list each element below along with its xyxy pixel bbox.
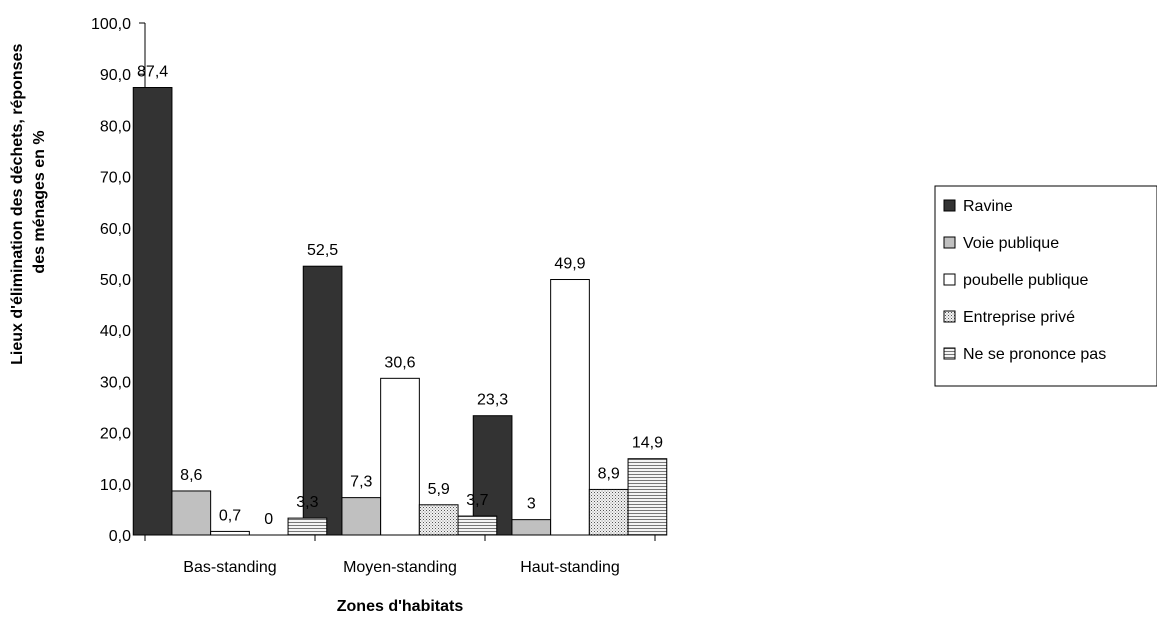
bar — [550, 279, 590, 536]
data-labels: 87,4 52,5 23,3 8,6 7,3 3 0,7 30,6 49,9 0 5,9 8,9 3,3… — [137, 64, 663, 528]
y-axis-title-line-2: des ménages en % — [31, 130, 48, 273]
legend-swatch — [943, 199, 956, 212]
bar — [380, 377, 420, 536]
legend-label: Ravine — [963, 198, 1013, 215]
bar — [627, 458, 668, 536]
data-label: 23,3 — [477, 392, 508, 409]
x-tick-label: Bas-standing — [183, 559, 276, 576]
y-axis-title: Lieux d'élimination des déchets, réponse… — [9, 39, 48, 365]
y-tick-label: 0,0 — [109, 528, 131, 545]
bar — [287, 517, 328, 536]
data-label: 49,9 — [554, 256, 585, 273]
data-label: 14,9 — [632, 435, 663, 452]
legend-swatch — [943, 347, 956, 360]
data-label: 5,9 — [428, 481, 450, 498]
bar — [132, 87, 173, 536]
legend-swatch — [943, 273, 956, 286]
y-tick-label: 70,0 — [100, 170, 131, 187]
data-label: 8,6 — [180, 467, 202, 484]
data-label: 30,6 — [384, 354, 415, 371]
data-label: 52,5 — [307, 242, 338, 259]
bars — [132, 87, 668, 536]
data-label: 0 — [264, 511, 273, 528]
legend: Ravine Voie publique poubelle publique Entr… — [934, 185, 1157, 387]
legend-label: poubelle publique — [963, 272, 1089, 289]
data-label: 8,9 — [598, 465, 620, 482]
bar — [302, 265, 343, 536]
data-label: 0,7 — [219, 507, 241, 524]
bar — [472, 415, 513, 536]
legend-swatch — [943, 310, 956, 323]
bar — [457, 515, 498, 536]
y-tick-label: 10,0 — [100, 477, 131, 494]
y-tick-label: 20,0 — [100, 426, 131, 443]
data-label: 3,7 — [466, 492, 488, 509]
bar — [418, 504, 459, 536]
y-tick-label: 30,0 — [100, 374, 131, 391]
y-tick-label: 50,0 — [100, 272, 131, 289]
bar — [171, 490, 212, 536]
y-axis-title-line-1: Lieux d'élimination des déchets, réponse… — [9, 44, 26, 365]
y-tick-label: 60,0 — [100, 221, 131, 238]
legend-label: Voie publique — [963, 235, 1059, 252]
legend-label: Entreprise privé — [963, 309, 1075, 326]
y-tick-label: 40,0 — [100, 323, 131, 340]
x-tick-label: Haut-standing — [520, 559, 620, 576]
data-label: 3 — [527, 496, 536, 513]
bar — [588, 488, 629, 536]
legend-swatch — [943, 236, 956, 249]
data-label: 87,4 — [137, 64, 168, 81]
bar — [511, 519, 552, 536]
bar — [341, 497, 382, 536]
x-axis-title: Zones d'habitats — [337, 598, 464, 615]
data-label: 7,3 — [350, 474, 372, 491]
legend-box — [934, 185, 1157, 387]
bar — [210, 530, 250, 536]
y-tick-label: 80,0 — [100, 118, 131, 135]
axes: 0,0 10,0 20,0 30,0 40,0 50,0 60,0 70,0 80,0 90,0 1… — [91, 16, 656, 576]
y-tick-label: 100,0 — [91, 16, 131, 33]
x-tick-label: Moyen-standing — [343, 559, 457, 576]
legend-label: Ne se prononce pas — [963, 346, 1106, 363]
y-tick-label: 90,0 — [100, 67, 131, 84]
data-label: 3,3 — [296, 494, 318, 511]
